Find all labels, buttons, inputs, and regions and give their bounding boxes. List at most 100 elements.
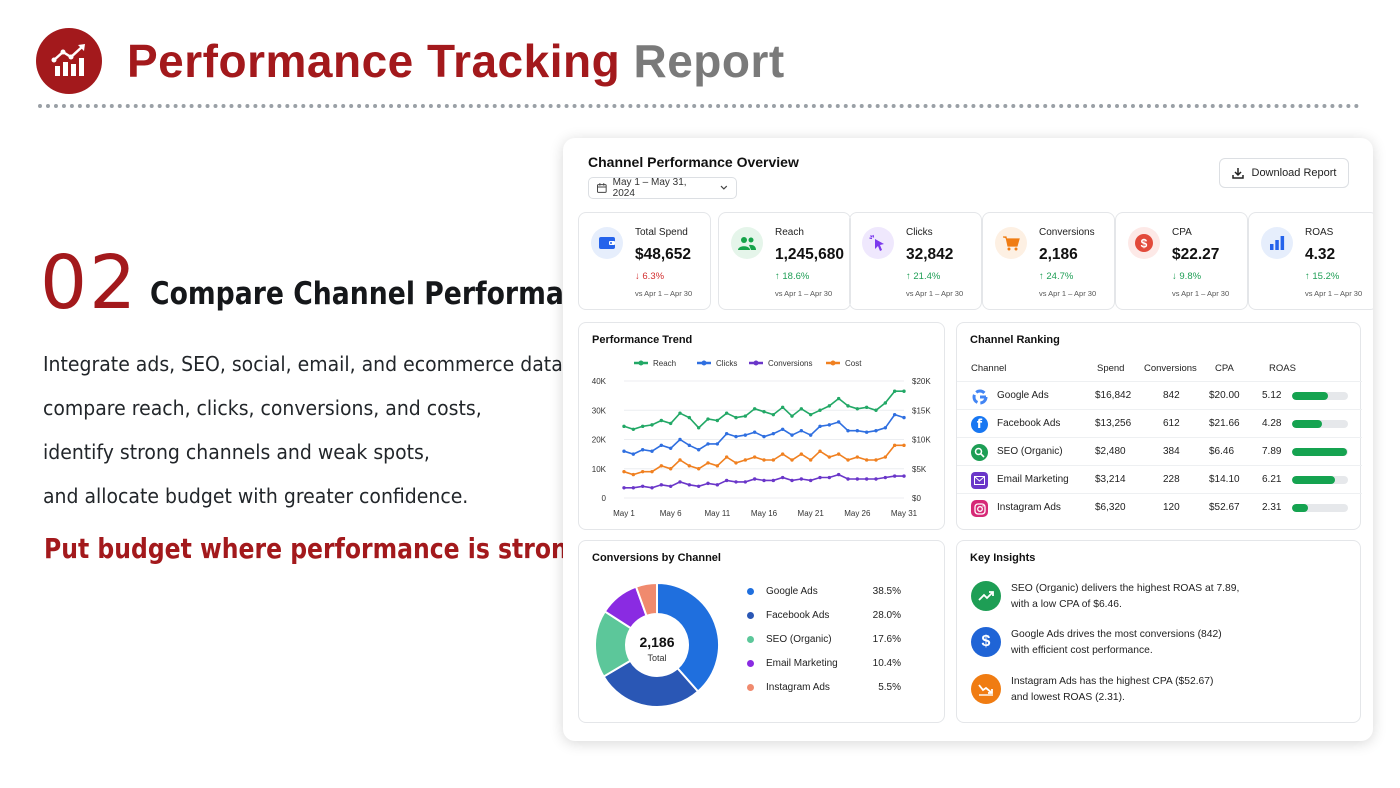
download-report-label: Download Report — [1251, 167, 1337, 179]
bar-chart-icon — [1270, 236, 1285, 250]
x-tick-label: May 26 — [844, 509, 871, 518]
kpi-card-total-spend[interactable]: Total Spend $48,652 ↓ 6.3% vs Apr 1 – Ap… — [578, 212, 711, 310]
kpi-icon-bg: $ — [1128, 227, 1160, 259]
kpi-card-cpa[interactable]: $ CPA $22.27 ↓ 9.8% vs Apr 1 – Apr 30 — [1115, 212, 1248, 310]
x-tick-label: May 11 — [705, 509, 731, 518]
data-point — [836, 452, 841, 456]
kpi-value: 4.32 — [1305, 246, 1336, 263]
insight-item: Instagram Ads has the highest CPA ($52.6… — [971, 674, 1351, 718]
page-title-part1: Performance Tracking — [127, 35, 621, 87]
data-point — [855, 407, 860, 411]
data-point — [762, 434, 766, 439]
data-point — [808, 412, 813, 417]
data-point — [855, 477, 860, 481]
data-point — [836, 420, 841, 424]
kpi-change: ↑ 15.2% — [1305, 271, 1339, 282]
kpi-icon-bg — [731, 227, 763, 259]
data-point — [752, 477, 757, 481]
data-point — [855, 455, 860, 459]
date-range-picker[interactable]: May 1 – May 31, 2024 — [588, 177, 737, 199]
table-row[interactable]: f Facebook Ads $13,256 612 $21.66 4.28 — [957, 409, 1362, 437]
data-point — [883, 426, 888, 430]
data-point — [780, 405, 785, 410]
data-point — [883, 455, 888, 459]
channel-ranking-panel: Channel Ranking Channel Spend Conversion… — [956, 322, 1362, 530]
insight-line: SEO (Organic) delivers the highest ROAS … — [1011, 583, 1240, 594]
download-icon — [1231, 168, 1244, 179]
kpi-value: 1,245,680 — [775, 246, 844, 263]
kpi-card-reach[interactable]: Reach 1,245,680 ↑ 18.6% vs Apr 1 – Apr 3… — [718, 212, 851, 310]
kpi-value: $22.27 — [1172, 246, 1220, 263]
data-point — [631, 472, 636, 477]
data-point — [808, 478, 813, 483]
data-point — [902, 389, 906, 393]
legend-percent: 38.5% — [872, 586, 901, 597]
data-point — [874, 408, 878, 412]
data-point — [668, 421, 673, 426]
data-point — [846, 477, 850, 481]
data-point — [678, 480, 682, 484]
legend-item[interactable]: Google Ads 38.5% — [747, 585, 907, 599]
kpi-change-value: 15.2% — [1312, 271, 1340, 282]
description-line: Integrate ads, SEO, social, email, and e… — [43, 352, 569, 376]
roas-bar-fill — [1292, 392, 1328, 400]
section-number: 02 — [40, 240, 139, 326]
data-point — [743, 414, 748, 418]
data-point — [706, 442, 710, 446]
kpi-change-value: 24.7% — [1046, 271, 1074, 282]
legend-item[interactable]: Facebook Ads 28.0% — [747, 609, 907, 623]
kpi-card-roas[interactable]: ROAS 4.32 ↑ 15.2% vs Apr 1 – Apr 30 — [1248, 212, 1373, 310]
data-point — [864, 405, 869, 410]
data-point — [771, 431, 776, 436]
insight-item: SEO (Organic) delivers the highest ROAS … — [971, 581, 1351, 625]
search-icon — [971, 444, 988, 461]
data-point — [696, 484, 701, 488]
data-point — [827, 455, 832, 459]
table-row[interactable]: Instagram Ads $6,320 120 $52.67 2.31 — [957, 493, 1362, 521]
kpi-compare: vs Apr 1 – Apr 30 — [1305, 289, 1363, 298]
description-line: and allocate budget with greater confide… — [43, 484, 469, 508]
download-report-button[interactable]: Download Report — [1219, 158, 1349, 188]
kpi-change: ↑ 18.6% — [775, 271, 809, 282]
cell-channel: Facebook Ads — [997, 418, 1061, 429]
data-point — [659, 464, 664, 468]
performance-trend-chart: 0 10K 20K 30K 40K $0 $5K $10K $15K $20K May 1 May 6… — [592, 359, 932, 518]
insight-line: Instagram Ads has the highest CPA ($52.6… — [1011, 676, 1214, 687]
legend-item[interactable]: Instagram Ads 5.5% — [747, 681, 907, 695]
dashboard-card: Channel Performance Overview May 1 – May… — [563, 138, 1373, 741]
insight-line: Google Ads drives the most conversions (… — [1011, 629, 1222, 640]
legend-item[interactable]: Email Marketing 10.4% — [747, 657, 907, 671]
donut-total-value: 2,186 — [639, 634, 674, 650]
data-point — [640, 424, 645, 429]
kpi-card-clicks[interactable]: Clicks 32,842 ↑ 21.4% vs Apr 1 – Apr 30 — [849, 212, 982, 310]
table-row[interactable]: Email Marketing $3,214 228 $14.10 6.21 — [957, 465, 1362, 493]
data-point — [892, 474, 897, 478]
data-point — [762, 410, 766, 414]
data-point — [771, 458, 776, 462]
data-point — [650, 486, 654, 490]
kpi-change-value: 9.8% — [1179, 271, 1202, 282]
data-point — [902, 415, 906, 420]
data-point — [818, 449, 822, 453]
data-point — [724, 478, 729, 483]
x-tick-label: May 21 — [798, 509, 825, 518]
panel-title: Channel Ranking — [970, 334, 1060, 346]
data-point — [780, 475, 785, 480]
data-point — [846, 429, 850, 433]
cell-cpa: $21.66 — [1209, 418, 1240, 429]
kpi-change-value: 6.3% — [642, 271, 665, 282]
data-point — [724, 411, 729, 415]
report-logo — [36, 28, 102, 94]
kpi-compare: vs Apr 1 – Apr 30 — [1039, 289, 1097, 298]
arrow-down-icon: ↓ — [1172, 271, 1177, 282]
data-point — [771, 412, 776, 417]
table-row[interactable]: SEO (Organic) $2,480 384 $6.46 7.89 — [957, 437, 1362, 465]
data-point — [771, 478, 776, 483]
table-row[interactable]: Google Ads $16,842 842 $20.00 5.12 — [957, 381, 1362, 409]
data-point — [715, 442, 720, 446]
data-point — [790, 433, 794, 437]
legend-item[interactable]: SEO (Organic) 17.6% — [747, 633, 907, 647]
data-point — [827, 404, 832, 408]
roas-bar-fill — [1292, 504, 1309, 512]
kpi-card-conversions[interactable]: Conversions 2,186 ↑ 24.7% vs Apr 1 – Apr… — [982, 212, 1115, 310]
